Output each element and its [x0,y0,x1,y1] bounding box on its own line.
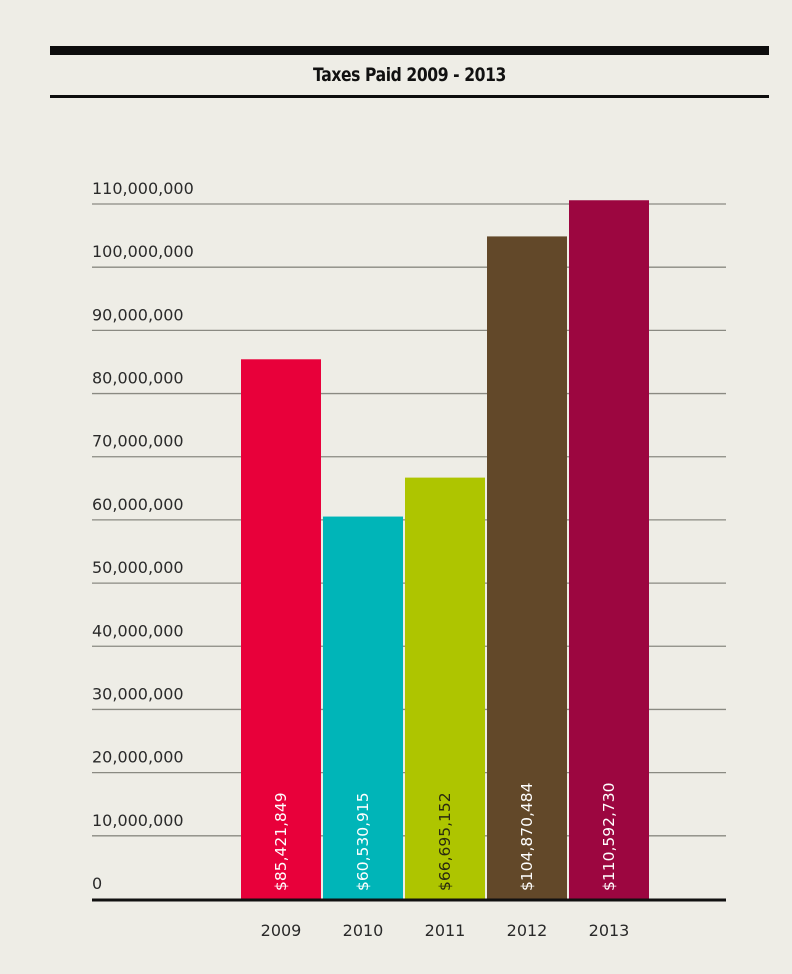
y-tick-label: 20,000,000 [92,748,184,767]
x-tick-label: 2012 [507,921,548,940]
bar [405,477,485,899]
x-tick-label: 2011 [425,921,466,940]
bar-value-label: $85,421,849 [272,792,290,891]
bar [487,236,567,900]
x-tick-label: 2013 [589,921,630,940]
y-tick-label: 60,000,000 [92,495,184,514]
x-tick-label: 2009 [261,921,302,940]
y-tick-label: 0 [92,874,102,893]
y-tick-label: 90,000,000 [92,305,184,324]
y-tick-label: 50,000,000 [92,558,184,577]
x-tick-label: 2010 [343,921,384,940]
bar [323,516,403,899]
title-rule-top [50,46,769,55]
y-tick-label: 110,000,000 [92,179,194,198]
y-tick-label: 40,000,000 [92,621,184,640]
y-tick-label: 100,000,000 [92,242,194,261]
y-tick-label: 10,000,000 [92,811,184,830]
chart-title: Taxes Paid 2009 - 2013 [313,64,506,86]
bar-value-label: $110,592,730 [600,783,618,891]
y-tick-label: 70,000,000 [92,432,184,451]
bar-value-label: $104,870,484 [518,783,536,891]
bar-value-label: $60,530,915 [354,792,372,891]
title-rule-bottom [50,95,769,98]
y-tick-label: 80,000,000 [92,369,184,388]
bar-value-label: $66,695,152 [436,792,454,891]
y-tick-label: 30,000,000 [92,684,184,703]
bar [241,359,321,900]
bar [569,200,649,900]
